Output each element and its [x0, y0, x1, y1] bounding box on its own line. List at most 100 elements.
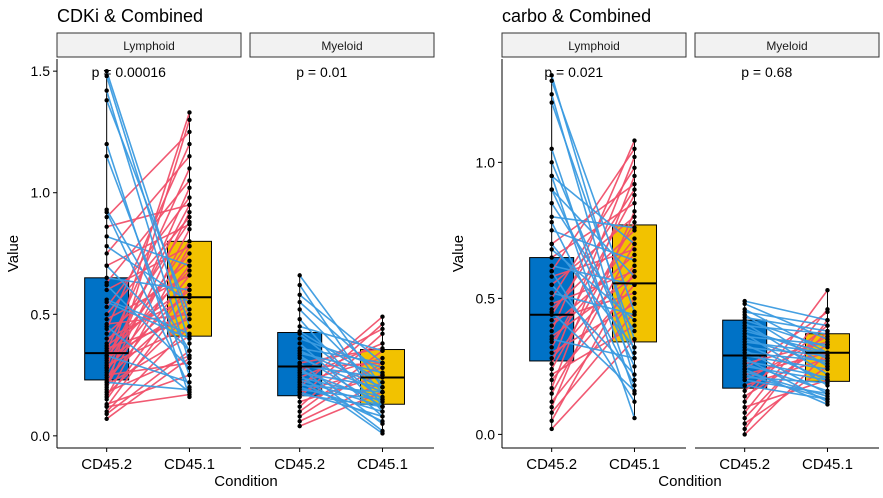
paired-line	[299, 333, 383, 401]
x-axis-label: Condition	[214, 473, 277, 490]
data-point	[742, 377, 747, 383]
facet-strip	[249, 32, 435, 58]
data-point	[549, 317, 554, 323]
data-point	[825, 358, 830, 364]
paired-line	[551, 248, 635, 278]
p-value-label: p = 0.00016	[92, 64, 167, 80]
data-point	[187, 307, 192, 312]
paired-line	[550, 162, 636, 359]
paired-line	[106, 357, 190, 420]
data-point	[187, 185, 192, 191]
data-point	[380, 360, 385, 366]
paired-line	[551, 229, 635, 262]
data-point	[187, 214, 192, 220]
data-point	[632, 388, 637, 394]
paired-line	[744, 303, 828, 340]
y-tick-label: 0.5	[31, 306, 51, 322]
data-point	[104, 98, 109, 103]
data-point	[380, 419, 385, 424]
data-point	[297, 399, 302, 405]
x-tick-label: CD45.2	[274, 456, 325, 473]
facet-strip	[694, 32, 880, 58]
y-tick-label: 1.0	[31, 185, 51, 201]
x-tick-label: CD45.1	[802, 456, 853, 473]
data-point	[104, 282, 109, 288]
data-point	[104, 312, 109, 317]
paired-line	[551, 202, 636, 332]
data-point	[380, 431, 385, 436]
data-point	[825, 396, 830, 402]
data-point	[187, 110, 192, 115]
data-point	[632, 328, 637, 334]
data-point	[104, 404, 109, 409]
paired-line	[550, 80, 636, 313]
data-point	[187, 251, 192, 256]
data-point	[549, 282, 554, 287]
x-tick-label: CD45.2	[81, 456, 132, 473]
paired-line	[744, 341, 828, 354]
paired-line	[106, 354, 190, 384]
data-point	[187, 287, 192, 293]
data-point	[104, 331, 109, 336]
data-point	[632, 138, 637, 143]
paired-line	[105, 100, 191, 315]
data-point	[549, 220, 554, 225]
paired-line	[551, 303, 635, 354]
data-point	[187, 348, 192, 353]
facet-myeloid: Myeloid CD45.2 CD45.1 p = 0.68	[694, 32, 880, 473]
paired-line	[105, 211, 191, 388]
data-point	[549, 263, 554, 268]
data-point	[104, 214, 109, 220]
data-point	[825, 391, 830, 396]
data-point	[104, 380, 109, 385]
data-point	[549, 410, 554, 415]
data-point	[549, 187, 554, 192]
paired-line	[106, 301, 191, 379]
paired-line	[299, 381, 383, 422]
data-point	[187, 312, 192, 317]
paired-line	[299, 342, 383, 379]
data-point	[380, 314, 385, 319]
data-point	[549, 268, 554, 274]
data-point	[632, 345, 637, 350]
data-point	[187, 226, 192, 232]
data-point	[380, 326, 385, 332]
data-point	[825, 402, 830, 407]
paired-line	[105, 155, 191, 376]
data-point	[104, 275, 109, 281]
data-point	[632, 263, 637, 268]
data-point	[549, 399, 554, 404]
y-axis-label: Value	[450, 235, 467, 272]
data-point	[380, 370, 385, 375]
data-point	[549, 173, 554, 179]
data-point	[549, 345, 554, 350]
data-point	[104, 324, 109, 329]
data-point	[549, 241, 554, 247]
facet-strip	[56, 32, 242, 58]
p-value-label: p = 0.68	[741, 64, 792, 80]
data-point	[549, 100, 554, 105]
data-point	[380, 355, 385, 361]
data-point	[187, 178, 192, 183]
data-point	[825, 336, 830, 342]
data-point	[187, 372, 192, 378]
data-point	[104, 353, 109, 358]
paired-line	[106, 325, 190, 393]
data-point	[825, 317, 830, 323]
data-point	[297, 316, 302, 322]
data-point	[632, 274, 637, 279]
data-point	[549, 356, 554, 361]
paired-line	[744, 384, 828, 400]
data-point	[297, 307, 302, 312]
data-point	[632, 236, 637, 241]
paired-line	[299, 383, 383, 393]
facet-strip-label: Lymphoid	[123, 39, 175, 53]
paired-line	[106, 296, 190, 340]
data-point	[632, 165, 637, 171]
x-tick-label: CD45.1	[164, 456, 215, 473]
paired-line	[744, 365, 828, 381]
paired-line	[551, 270, 636, 403]
paired-line	[744, 308, 829, 414]
paired-line	[744, 346, 828, 357]
paired-line	[551, 270, 635, 305]
